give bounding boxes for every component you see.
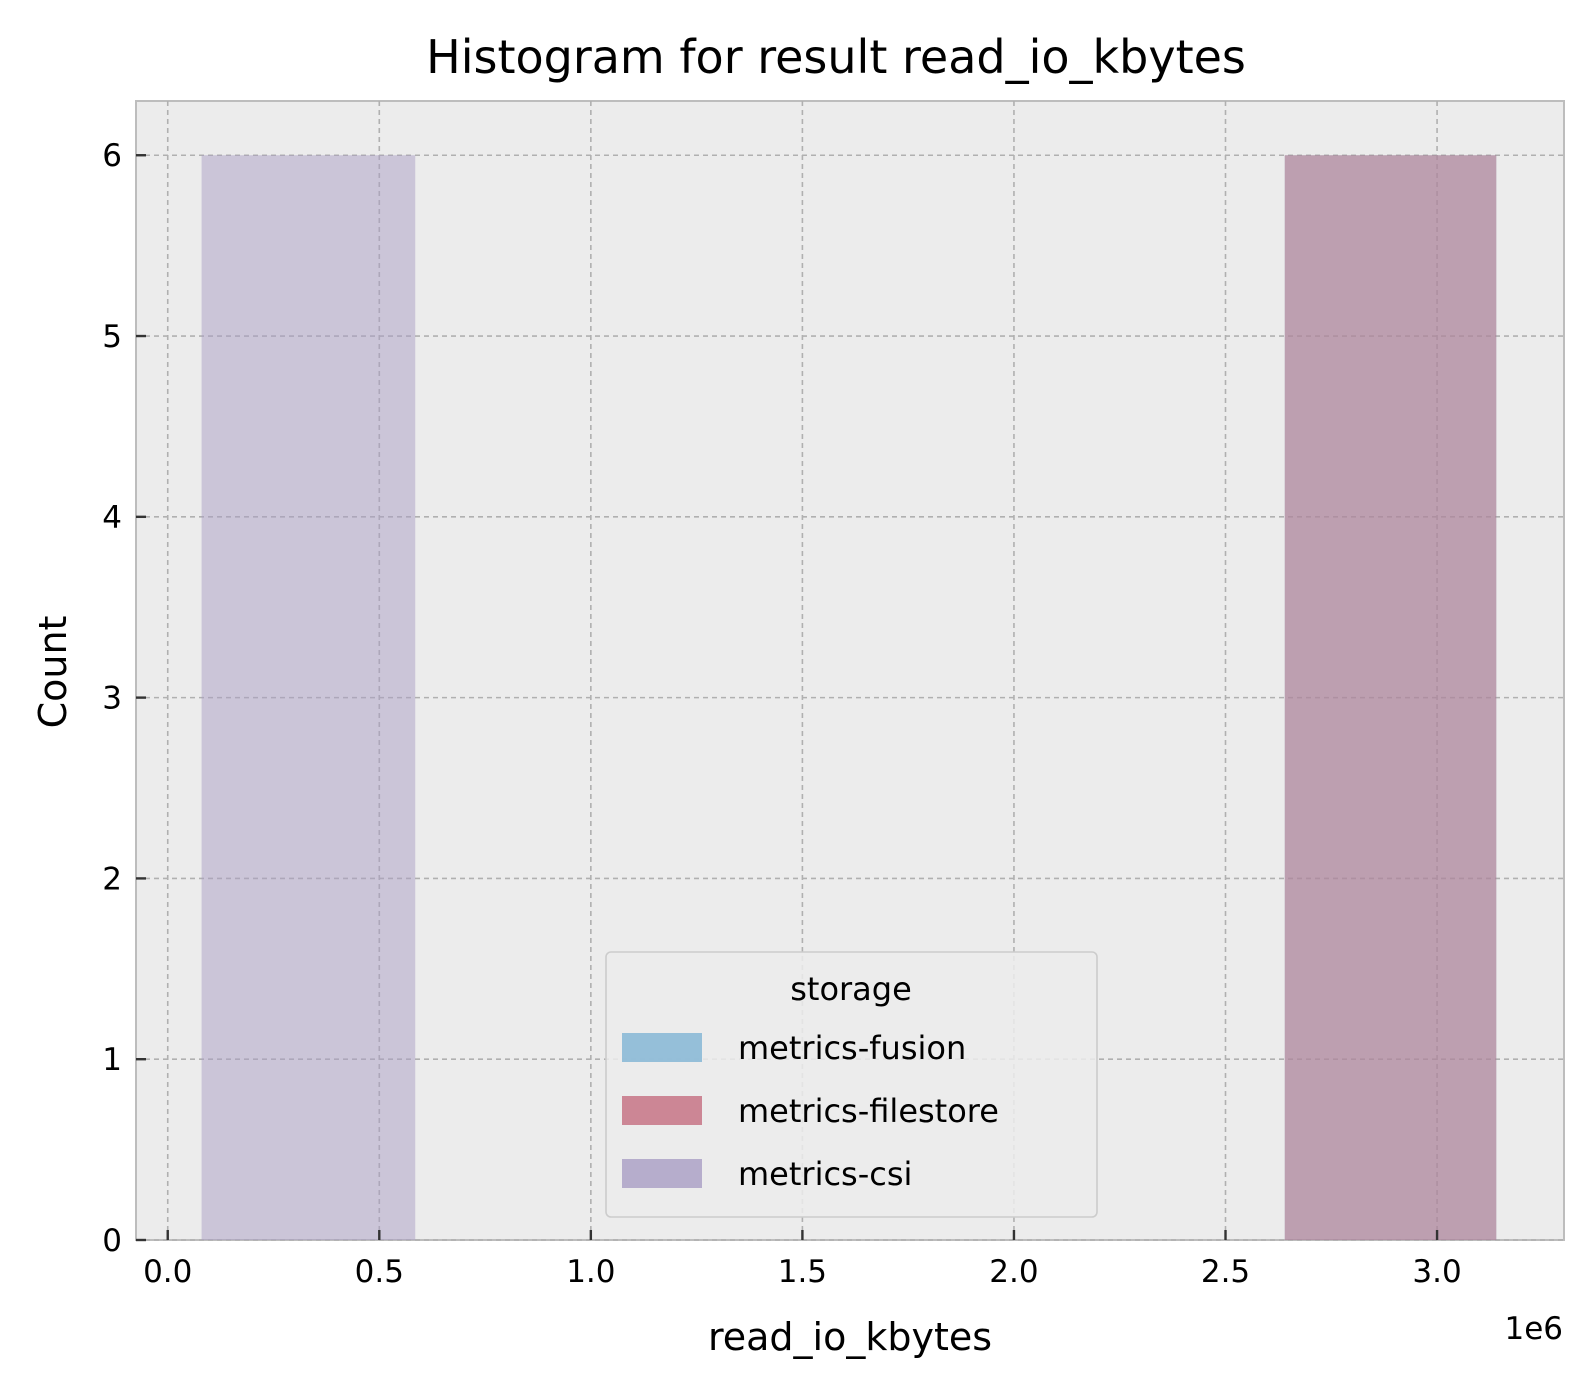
legend-label-metrics-csi: metrics-csi — [738, 1155, 912, 1193]
y-axis-ticks: 0 1 2 3 4 5 6 — [102, 138, 146, 1259]
x-tick-label-4: 2.0 — [989, 1254, 1038, 1290]
y-tick-label-5: 5 — [102, 319, 122, 355]
legend-title: storage — [790, 970, 912, 1008]
x-axis-ticks: 0.0 0.5 1.0 1.5 2.0 2.5 3.0 — [143, 1230, 1462, 1290]
x-tick-label-2: 1.0 — [566, 1254, 615, 1290]
legend-swatch-metrics-csi — [622, 1159, 702, 1188]
legend-frame — [605, 951, 1098, 1218]
bar-metrics-csi-0 — [201, 155, 416, 1241]
y-tick-label-2: 2 — [102, 861, 122, 897]
x-tick-label-1: 0.5 — [355, 1254, 404, 1290]
y-tick-label-1: 1 — [102, 1042, 122, 1078]
y-tick-label-0: 0 — [102, 1223, 122, 1259]
x-axis-label: read_io_kbytes — [708, 1315, 992, 1359]
x-tick-label-5: 2.5 — [1201, 1254, 1250, 1290]
x-axis-offset-label: 1e6 — [1504, 1311, 1563, 1347]
x-tick-label-0: 0.0 — [143, 1254, 192, 1290]
legend-label-metrics-filestore: metrics-filestore — [738, 1092, 999, 1130]
y-tick-label-3: 3 — [102, 681, 122, 717]
bar-metrics-filestore-0 — [1284, 155, 1497, 1241]
y-tick-label-4: 4 — [102, 500, 122, 536]
legend-swatch-metrics-fusion — [622, 1033, 702, 1062]
histogram-bars — [201, 155, 1497, 1241]
legend-entries: metrics-fusion metrics-filestore metrics-c… — [622, 1029, 999, 1193]
legend-label-metrics-fusion: metrics-fusion — [738, 1029, 966, 1067]
y-axis-label: Count — [31, 616, 75, 729]
chart-title: Histogram for result read_io_kbytes — [426, 30, 1246, 84]
x-tick-label-6: 3.0 — [1412, 1254, 1461, 1290]
legend-swatch-metrics-filestore — [622, 1096, 702, 1125]
y-tick-label-6: 6 — [102, 138, 122, 174]
x-tick-label-3: 1.5 — [778, 1254, 827, 1290]
legend: storage metrics-fusionmetrics-filestorem… — [605, 951, 1098, 1218]
